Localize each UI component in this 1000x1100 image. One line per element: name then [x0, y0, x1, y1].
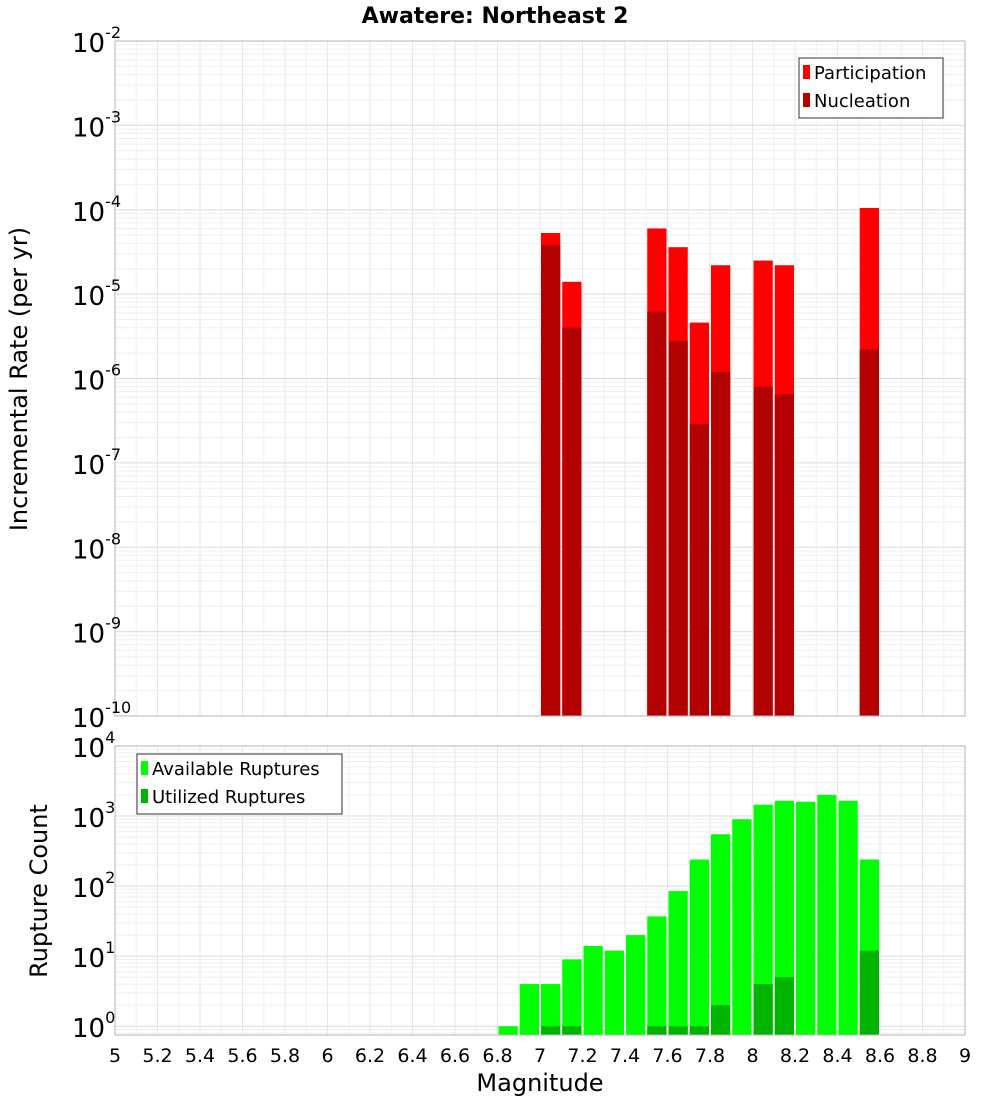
top-bar-series2 — [859, 349, 879, 716]
x-axis-label: Magnitude — [476, 1069, 603, 1097]
bottom-plot-frame — [114, 745, 966, 1036]
x-tick-label: 5.4 — [185, 1045, 215, 1067]
top-bar-series2 — [668, 340, 688, 716]
top-y-tick-label: 10-6 — [72, 361, 121, 397]
bottom-bar-series2 — [647, 1026, 667, 1035]
top-bar-series2 — [647, 311, 667, 716]
bottom-bar-series1 — [626, 935, 646, 1035]
bottom-bar-series1 — [583, 945, 603, 1035]
bottom-bar-series1 — [689, 859, 709, 1035]
bottom-bar-series1 — [711, 834, 731, 1035]
x-tick-label: 5.6 — [227, 1045, 257, 1067]
bottom-bar-series2 — [711, 1005, 731, 1035]
x-tick-label: 7.2 — [567, 1045, 597, 1067]
x-tick-label: 8.2 — [780, 1045, 810, 1067]
top-y-tick-label: 10-3 — [72, 107, 121, 143]
top-y-tick-label: 10-7 — [72, 445, 121, 481]
bottom-bar-series1 — [668, 891, 688, 1035]
bottom-legend-box — [136, 753, 343, 815]
top-legend-label: Nucleation — [814, 91, 910, 112]
top-bar-series2 — [689, 423, 709, 716]
bottom-legend-swatch — [141, 789, 148, 803]
top-y-tick-label: 10-10 — [72, 698, 131, 734]
bottom-y-tick-label: 101 — [72, 938, 115, 974]
bottom-bar-series1 — [647, 916, 667, 1035]
bottom-bar-series1 — [604, 950, 624, 1035]
bottom-legend-swatch — [141, 761, 148, 775]
bottom-bar-series1 — [541, 984, 561, 1035]
x-tick-label: 7.8 — [695, 1045, 725, 1067]
x-tick-label: 5 — [109, 1045, 121, 1067]
bottom-bar-series1 — [838, 800, 858, 1035]
x-tick-label: 8.8 — [907, 1045, 937, 1067]
bottom-y-tick-label: 100 — [72, 1008, 115, 1044]
x-tick-label: 8.4 — [822, 1045, 852, 1067]
top-plot-frame — [114, 40, 966, 717]
top-legend-swatch — [803, 65, 810, 79]
chart-title: Awatere: Northeast 2 — [362, 4, 629, 29]
top-bar-series2 — [562, 327, 582, 716]
bottom-bar-series1 — [753, 804, 773, 1035]
bottom-bar-series2 — [668, 1026, 688, 1035]
bottom-bar-series2 — [541, 1026, 561, 1035]
x-tick-label: 6.8 — [482, 1045, 512, 1067]
top-legend-box — [798, 57, 944, 119]
bottom-bar-series1 — [519, 984, 539, 1035]
top-y-axis-label: Incremental Rate (per yr) — [5, 227, 33, 531]
x-tick-label: 8.6 — [865, 1045, 895, 1067]
top-bar-series2 — [541, 245, 561, 717]
top-y-tick-label: 10-9 — [72, 614, 121, 650]
bottom-bar-series2 — [753, 984, 773, 1035]
x-tick-label: 8 — [746, 1045, 758, 1067]
bottom-legend-label: Available Ruptures — [152, 759, 320, 780]
top-bar-series2 — [711, 371, 731, 716]
x-tick-label: 6 — [321, 1045, 333, 1067]
top-legend-label: Participation — [814, 63, 926, 84]
top-bar-series2 — [753, 386, 773, 716]
bottom-bar-series2 — [562, 1026, 582, 1035]
bottom-bar-series1 — [732, 819, 752, 1035]
bottom-bar-series1 — [796, 801, 816, 1035]
top-y-tick-label: 10-8 — [72, 529, 121, 565]
bottom-bar-series2 — [689, 1026, 709, 1035]
top-y-tick-label: 10-4 — [72, 192, 121, 228]
bottom-legend-label: Utilized Ruptures — [152, 787, 305, 808]
bottom-y-tick-label: 102 — [72, 868, 115, 904]
bottom-y-axis-label: Rupture Count — [25, 804, 53, 978]
top-bar-series2 — [774, 394, 794, 716]
x-tick-label: 6.4 — [397, 1045, 427, 1067]
x-tick-label: 5.2 — [142, 1045, 172, 1067]
bottom-bar-series1 — [774, 800, 794, 1035]
bottom-bar-series2 — [859, 950, 879, 1035]
x-tick-label: 7.4 — [610, 1045, 640, 1067]
bottom-y-tick-label: 104 — [72, 728, 115, 764]
x-tick-label: 6.2 — [355, 1045, 385, 1067]
x-tick-label: 5.8 — [270, 1045, 300, 1067]
bottom-y-tick-label: 103 — [72, 798, 115, 834]
top-y-tick-label: 10-2 — [72, 23, 121, 59]
top-legend-swatch — [803, 93, 810, 107]
top-y-tick-label: 10-5 — [72, 276, 121, 312]
x-tick-label: 7 — [534, 1045, 546, 1067]
bottom-bar-series1 — [498, 1026, 518, 1035]
bottom-bar-series2 — [774, 977, 794, 1035]
x-tick-label: 9 — [959, 1045, 971, 1067]
x-tick-label: 7.6 — [652, 1045, 682, 1067]
bottom-bar-series1 — [817, 794, 837, 1035]
bottom-bar-series1 — [562, 959, 582, 1035]
x-tick-label: 6.6 — [440, 1045, 470, 1067]
